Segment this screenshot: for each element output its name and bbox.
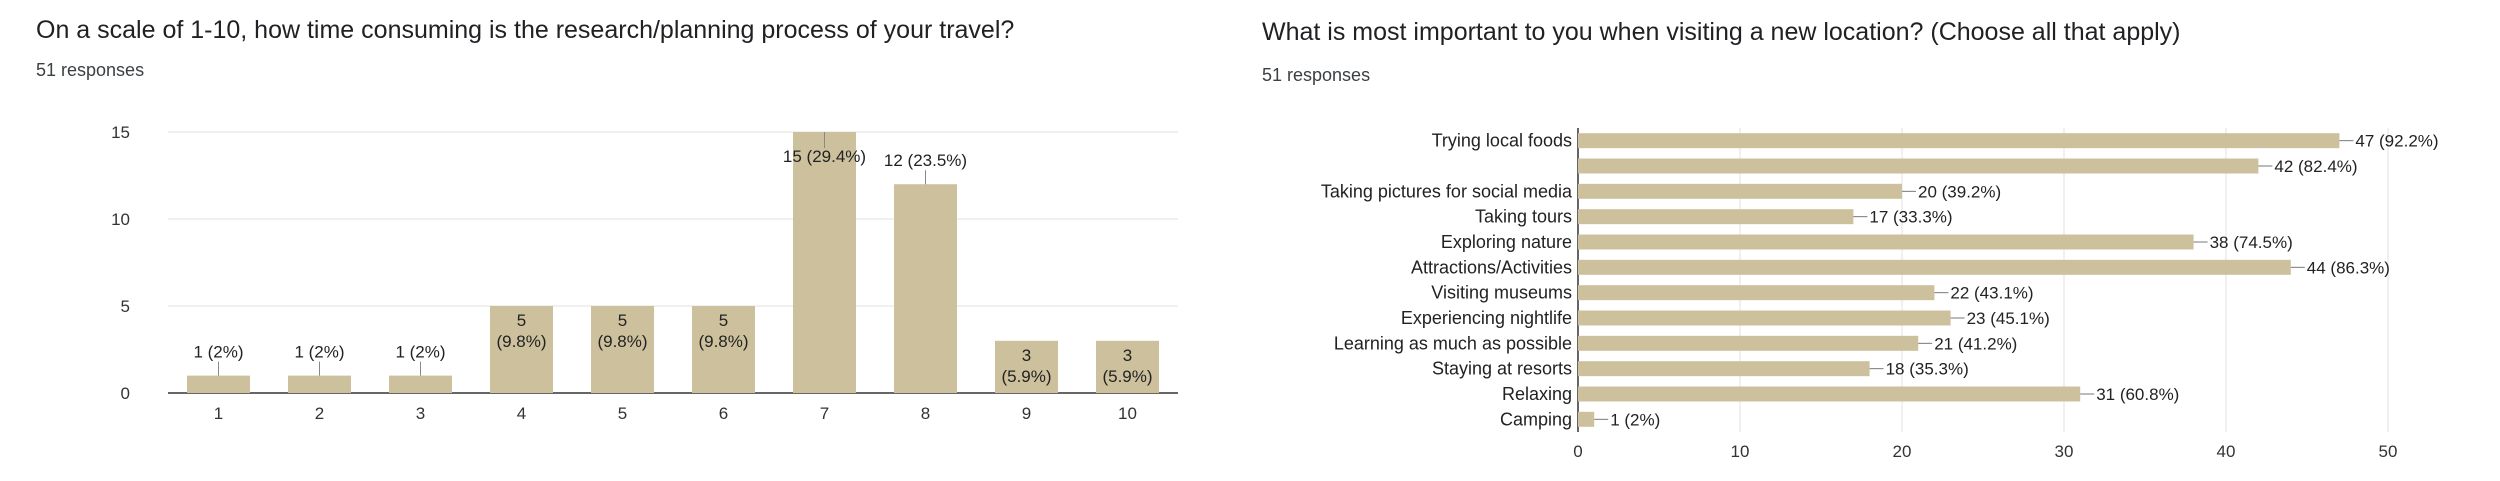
x-tick-label: 10 — [1731, 442, 1750, 461]
x-tick-label: 1 — [214, 404, 223, 423]
bar — [1578, 310, 1951, 326]
right-chart-response-count: 51 responses — [1262, 65, 1371, 85]
x-tick-label: 20 — [1893, 442, 1912, 461]
bar — [692, 306, 755, 393]
data-label: 44 (86.3%) — [2307, 258, 2390, 277]
bar — [591, 306, 654, 393]
x-tick-label: 30 — [2055, 442, 2074, 461]
data-label: 5 — [719, 311, 728, 330]
data-label: 42 (82.4%) — [2274, 157, 2357, 176]
y-tick-label: 15 — [111, 123, 130, 142]
data-label: 3 — [1022, 346, 1031, 365]
x-tick-label: 40 — [2217, 442, 2236, 461]
bar — [1578, 335, 1919, 351]
data-label: 23 (45.1%) — [1967, 309, 2050, 328]
x-tick-label: 50 — [2379, 442, 2398, 461]
horizontal-bar-chart: 0 10 20 30 40 50 Trying local foods 47 (92.2%) 4… — [1321, 128, 2439, 461]
category-label: Trying local foods — [1432, 131, 1572, 151]
bar — [894, 184, 957, 393]
right-chart-title: What is most important to you when visit… — [1262, 18, 2181, 46]
category-label: Experiencing nightlife — [1401, 308, 1572, 328]
bar — [490, 306, 553, 393]
data-label: 21 (41.2%) — [1934, 334, 2017, 353]
data-label: 3 — [1123, 346, 1132, 365]
data-label: (9.8%) — [698, 332, 748, 351]
category-label: Learning as much as possible — [1334, 333, 1572, 353]
bar — [389, 375, 452, 393]
category-label: Camping — [1500, 409, 1572, 429]
bar — [187, 375, 250, 393]
data-label: 47 (92.2%) — [2355, 132, 2438, 151]
bar — [1578, 158, 2259, 174]
bar — [1096, 340, 1159, 393]
bar — [1578, 361, 1870, 377]
vertical-bar-chart: 0 5 10 15 1 1 (2%) 2 1 (2%) 3 1 (2%) 4 5 (9.8%) 5 5 (9.… — [111, 123, 1178, 423]
data-label: 17 (33.3%) — [1869, 208, 1952, 227]
data-label: 5 — [517, 311, 526, 330]
left-chart-response-count: 51 responses — [36, 60, 145, 80]
bar — [1578, 183, 1902, 199]
data-label: 15 (29.4%) — [783, 147, 866, 166]
bar — [1578, 234, 2194, 250]
bar — [1578, 285, 1935, 301]
x-tick-label: 7 — [820, 404, 829, 423]
bar — [793, 132, 856, 393]
y-tick-label: 0 — [121, 384, 130, 403]
bar — [1578, 411, 1595, 427]
x-tick-label: 8 — [921, 404, 930, 423]
data-label: 38 (74.5%) — [2210, 233, 2293, 252]
y-tick-label: 5 — [121, 297, 130, 316]
x-tick-label: 9 — [1022, 404, 1031, 423]
data-label: 12 (23.5%) — [884, 151, 967, 170]
category-label: Staying at resorts — [1432, 359, 1572, 379]
data-label: 31 (60.8%) — [2096, 385, 2179, 404]
data-label: 20 (39.2%) — [1918, 182, 2001, 201]
x-tick-label: 6 — [719, 404, 728, 423]
data-label: (9.8%) — [597, 332, 647, 351]
bar — [1578, 259, 2291, 275]
category-label: Taking tours — [1475, 207, 1572, 227]
data-label: 1 (2%) — [395, 343, 445, 362]
data-label: 1 (2%) — [294, 343, 344, 362]
data-label: 18 (35.3%) — [1886, 360, 1969, 379]
right-chart-panel: What is most important to you when visit… — [1250, 0, 2500, 481]
category-label: Relaxing — [1502, 384, 1572, 404]
category-label: Taking pictures for social media — [1321, 181, 1573, 201]
data-label: 22 (43.1%) — [1950, 284, 2033, 303]
left-chart-panel: On a scale of 1-10, how time consuming i… — [0, 0, 1230, 481]
y-tick-label: 10 — [111, 210, 130, 229]
bar — [288, 375, 351, 393]
x-tick-label: 0 — [1573, 442, 1582, 461]
x-tick-label: 10 — [1118, 404, 1137, 423]
x-tick-label: 5 — [618, 404, 627, 423]
category-label: Attractions/Activities — [1411, 257, 1572, 277]
bar — [995, 340, 1058, 393]
data-label: (5.9%) — [1001, 367, 1051, 386]
data-label: (9.8%) — [496, 332, 546, 351]
data-label: 5 — [618, 311, 627, 330]
category-label: Visiting museums — [1431, 283, 1572, 303]
data-label: 1 (2%) — [193, 343, 243, 362]
x-tick-label: 4 — [517, 404, 526, 423]
bar — [1578, 133, 2340, 149]
left-chart-title: On a scale of 1-10, how time consuming i… — [36, 16, 1015, 44]
category-label: Exploring nature — [1441, 232, 1572, 252]
data-label: 1 (2%) — [1610, 410, 1660, 429]
bar — [1578, 209, 1854, 225]
bar — [1578, 386, 2081, 402]
x-tick-label: 3 — [416, 404, 425, 423]
data-label: (5.9%) — [1102, 367, 1152, 386]
x-tick-label: 2 — [315, 404, 324, 423]
